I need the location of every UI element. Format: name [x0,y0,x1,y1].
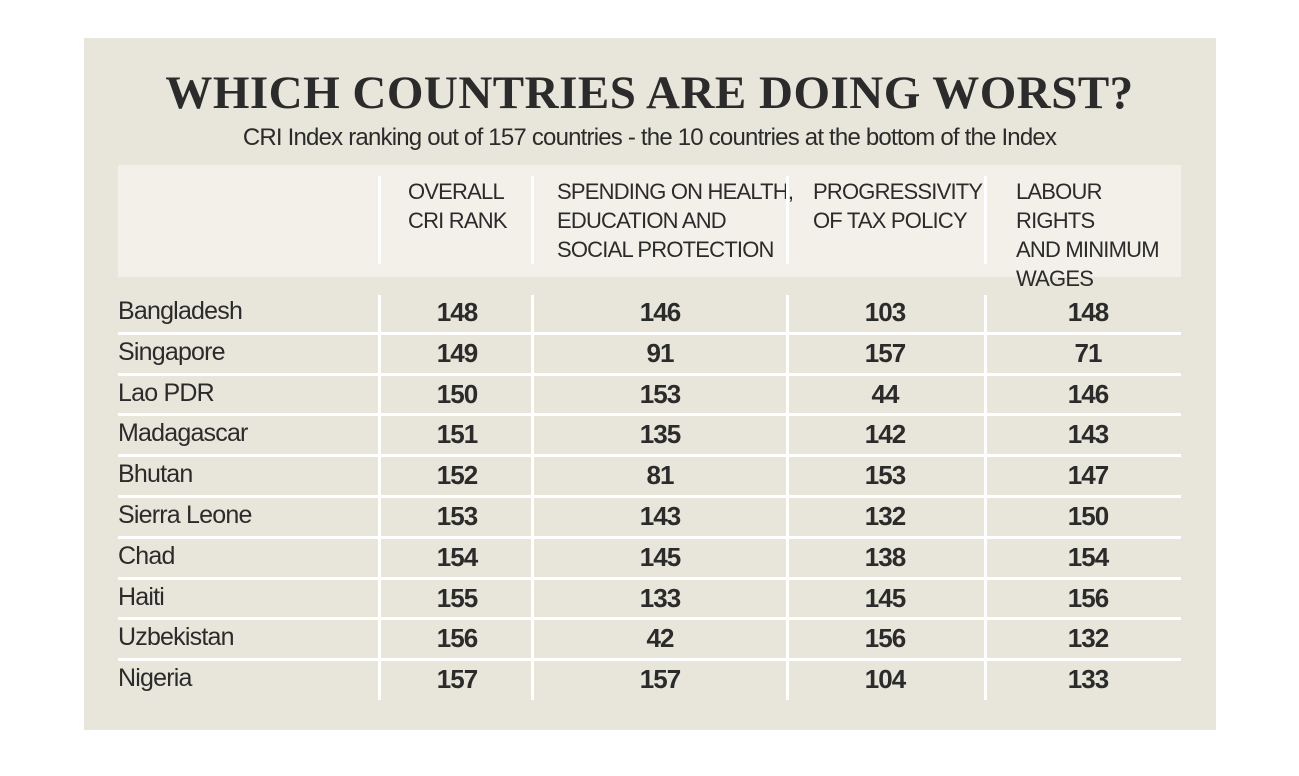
row-divider [118,372,1181,376]
rank-value: 146 [1067,378,1109,409]
rank-value: 135 [639,419,681,450]
country-name: Nigeria [118,664,192,693]
chart-title: WHICH COUNTRIES ARE DOING WORST? [165,67,1134,119]
country-name: Haiti [118,582,165,611]
rank-value: 133 [639,582,681,613]
rank-value: 148 [436,297,478,327]
rank-value: 132 [864,501,906,531]
header-labour-rights: LABOUR RIGHTS AND MINIMUM WAGES [1016,179,1160,291]
header-divider [786,176,789,264]
rank-value: 145 [639,541,681,572]
country-name: Bhutan [118,460,193,489]
row-divider [118,413,1181,417]
row-divider [118,576,1181,580]
country-name: Madagascar [118,419,248,448]
rank-value: 142 [864,419,906,450]
row-divider [118,495,1181,498]
table-header: OVERALL CRI RANK SPENDING ON HEALTH, EDU… [118,165,1181,291]
rank-value: 44 [871,378,900,409]
header-divider [531,176,534,264]
header-spending: SPENDING ON HEALTH, EDUCATION AND SOCIAL… [557,179,794,262]
rank-value: 148 [1067,297,1109,327]
header-tax-policy: PROGRESSIVITY OF TAX POLICY [813,179,983,233]
row-divider [118,454,1181,458]
rank-value: 71 [1074,337,1103,368]
rank-value: 133 [1067,664,1109,695]
rank-value: 153 [436,501,478,531]
rank-value: 154 [1067,541,1109,572]
rank-value: 103 [864,297,906,327]
rank-value: 151 [436,419,478,450]
rank-value: 149 [436,337,478,368]
rank-value: 153 [639,378,681,409]
chart-subtitle: CRI Index ranking out of 157 countries -… [242,124,1057,151]
rank-value: 146 [639,297,681,327]
header-overall-rank: OVERALL CRI RANK [408,179,508,233]
rank-value: 155 [436,582,478,613]
rank-value: 91 [646,337,675,368]
rank-value: 81 [646,460,675,491]
rank-value: 104 [864,664,906,695]
rank-value: 157 [864,337,906,368]
infographic-panel [84,38,1216,730]
rank-value: 157 [639,664,681,695]
country-name: Lao PDR [118,378,215,407]
rank-value: 138 [864,541,906,572]
rank-value: 143 [1067,419,1109,450]
rank-value: 154 [436,541,478,572]
country-name: Sierra Leone [118,501,252,529]
rank-value: 150 [436,378,478,409]
country-name: Bangladesh [118,297,243,325]
row-divider [118,658,1181,662]
rank-value: 132 [1067,623,1109,654]
row-divider [118,617,1181,621]
rank-value: 156 [436,623,478,654]
rank-value: 157 [436,664,478,695]
header-divider [378,176,381,264]
rank-value: 156 [1067,582,1109,613]
country-name: Uzbekistan [118,623,234,652]
header-divider [984,176,987,264]
rank-value: 152 [436,460,478,491]
rank-value: 42 [646,623,675,654]
rank-value: 150 [1067,501,1109,531]
country-name: Chad [118,541,175,570]
country-name: Singapore [118,337,226,366]
rank-value: 145 [864,582,906,613]
row-divider [118,331,1181,335]
rank-value: 153 [864,460,906,491]
rank-value: 143 [639,501,681,531]
rank-value: 156 [864,623,906,654]
rank-value: 147 [1067,460,1109,491]
row-divider [118,535,1181,539]
